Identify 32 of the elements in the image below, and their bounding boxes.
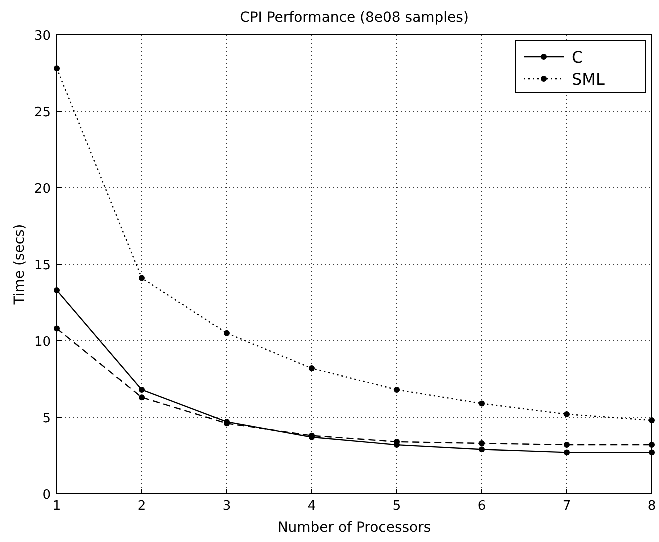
point bbox=[564, 411, 570, 418]
y-tick-label: 25 bbox=[34, 106, 51, 120]
x-tick-label: 8 bbox=[648, 499, 656, 514]
x-tick-label: 1 bbox=[52, 499, 62, 514]
x-tick-label: 5 bbox=[392, 499, 402, 514]
point bbox=[564, 442, 570, 448]
legend-label: SML bbox=[572, 70, 605, 89]
x-tick-label: 6 bbox=[478, 499, 486, 514]
x-tick-label: 4 bbox=[308, 499, 316, 514]
x-tick-label: 2 bbox=[138, 499, 146, 514]
point bbox=[564, 450, 570, 456]
x-tick-label: 7 bbox=[562, 499, 572, 514]
y-tick-label: 20 bbox=[34, 182, 51, 197]
y-tick-label: 30 bbox=[34, 29, 51, 44]
x-tick-label: 3 bbox=[222, 499, 232, 514]
chart-title: CPI Performance (8e08 samples) bbox=[240, 10, 469, 26]
y-tick-label: 0 bbox=[42, 488, 51, 503]
point bbox=[309, 366, 315, 372]
x-axis-title: Number of Processors bbox=[278, 520, 432, 536]
point bbox=[139, 394, 145, 401]
legend-label: C bbox=[572, 48, 584, 67]
y-tick-label: 5 bbox=[42, 412, 51, 426]
y-tick-label: 15 bbox=[34, 258, 51, 274]
point bbox=[479, 446, 485, 453]
point bbox=[394, 386, 400, 393]
y-tick-label: 10 bbox=[34, 335, 51, 350]
point bbox=[139, 275, 145, 282]
point bbox=[479, 400, 485, 407]
point bbox=[224, 330, 230, 336]
point bbox=[139, 386, 145, 393]
point bbox=[479, 440, 485, 447]
y-axis-title: Time (secs) bbox=[12, 224, 28, 306]
